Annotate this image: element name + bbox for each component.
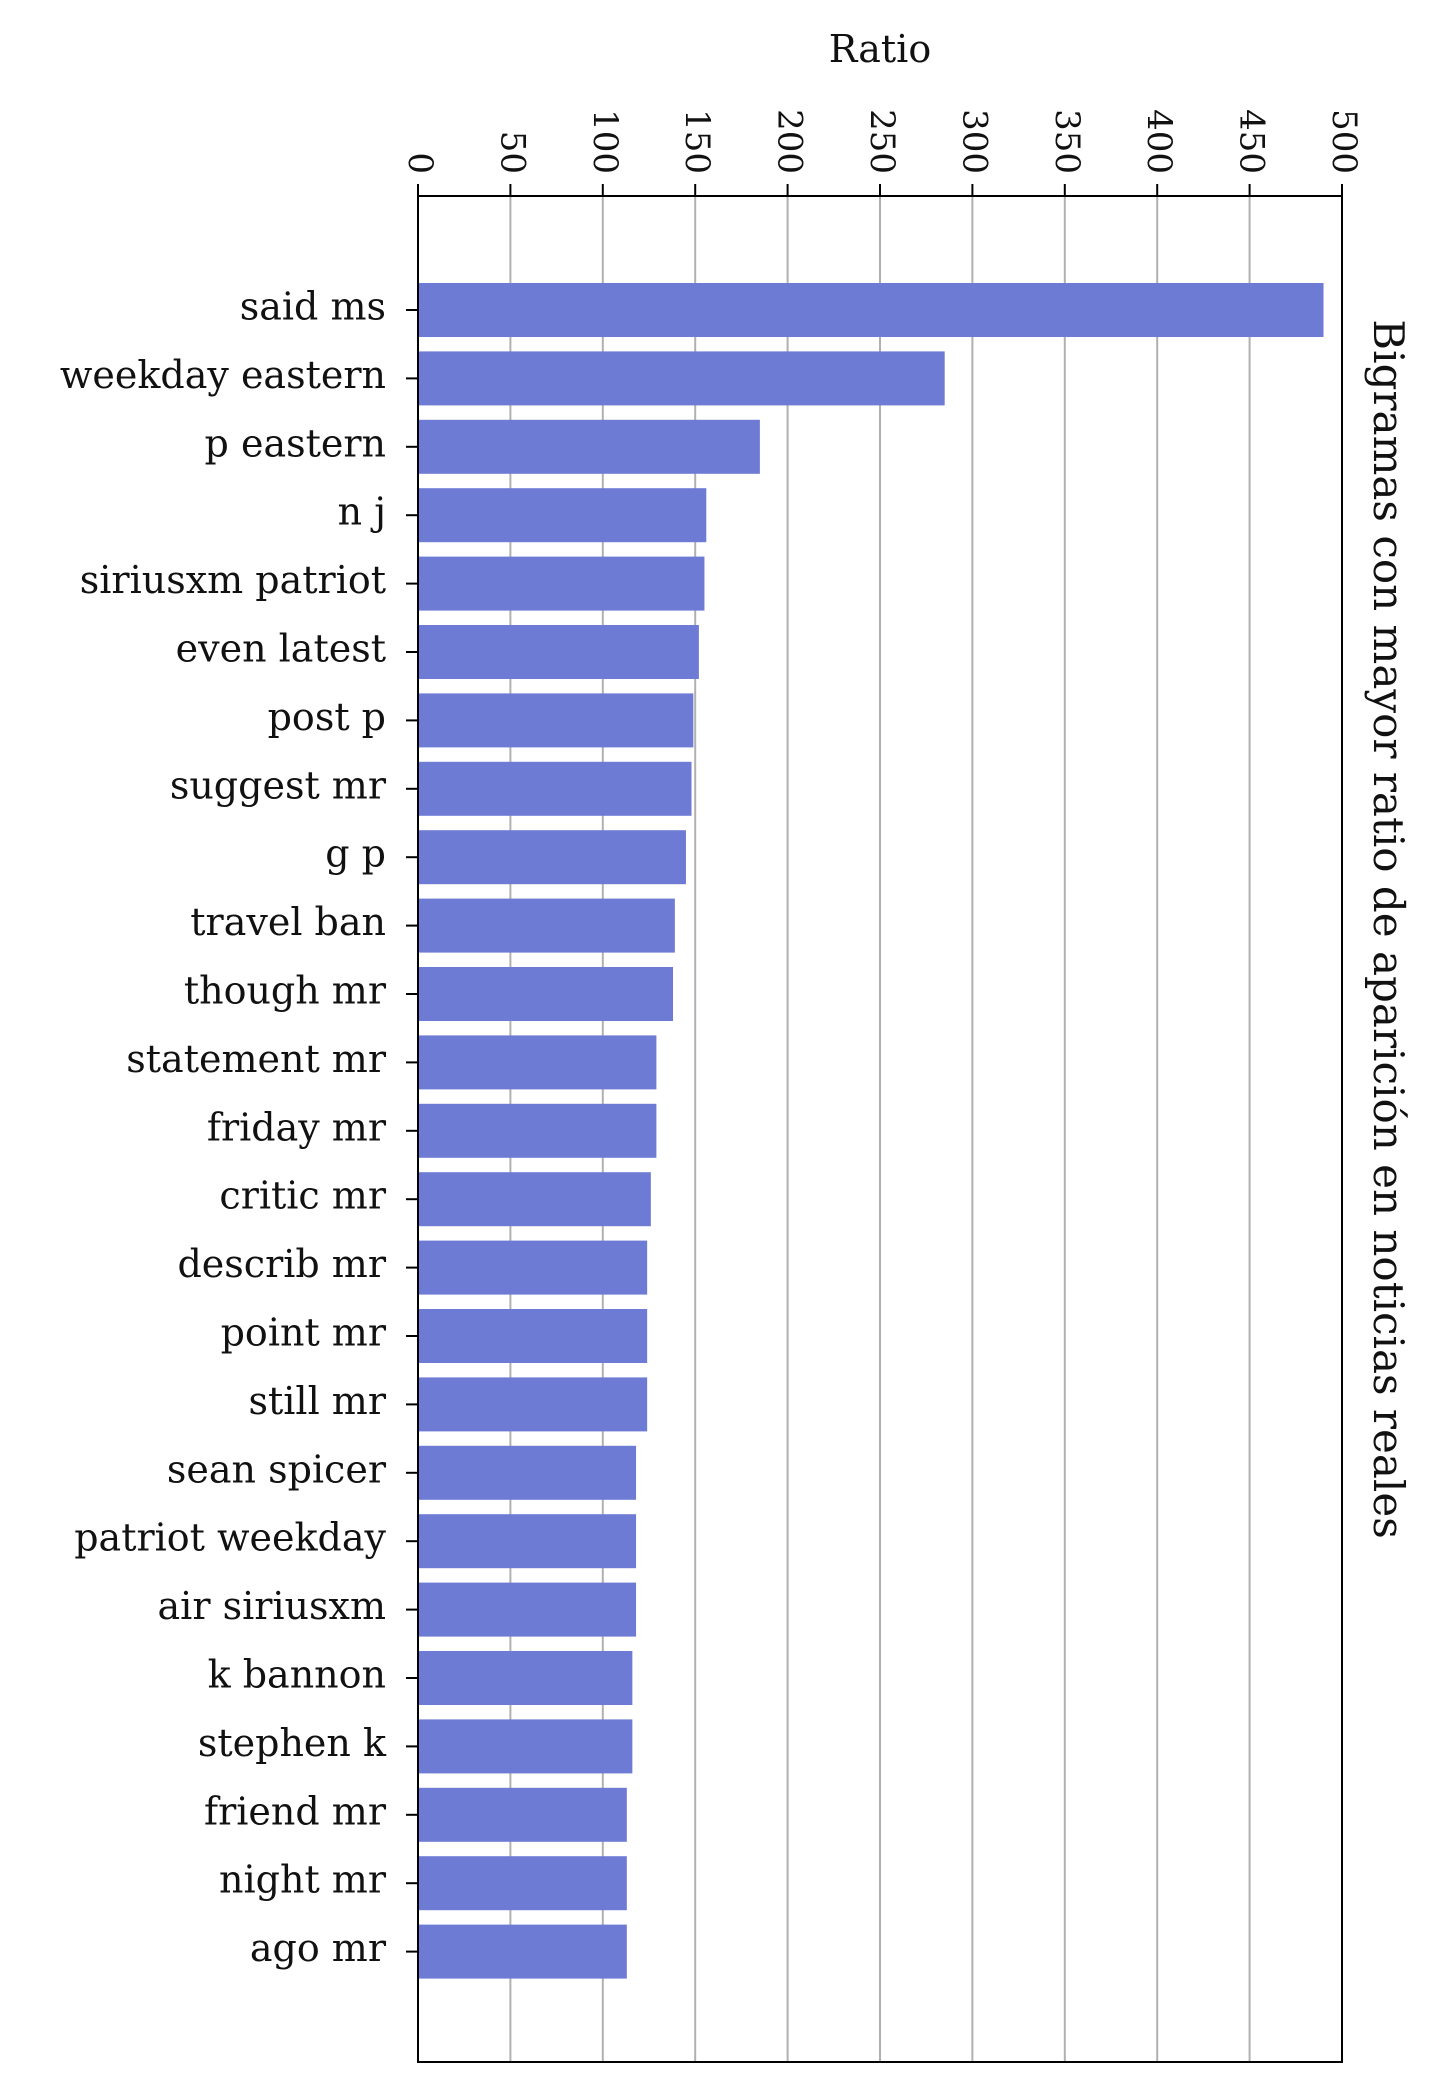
bar bbox=[418, 693, 694, 748]
y-tick-label: statement mr bbox=[126, 1037, 387, 1081]
x-tick-label: 150 bbox=[677, 109, 717, 174]
y-tick-label: patriot weekday bbox=[74, 1516, 386, 1560]
x-tick-label: 450 bbox=[1232, 109, 1272, 174]
bar bbox=[418, 1035, 657, 1090]
y-tick-label: describ mr bbox=[177, 1242, 386, 1286]
bar bbox=[418, 351, 945, 406]
bar bbox=[418, 830, 686, 885]
x-tick-label: 50 bbox=[492, 131, 532, 174]
y-tick-label: said ms bbox=[240, 285, 386, 329]
x-axis-label: Ratio bbox=[829, 27, 931, 71]
x-tick-label: 200 bbox=[770, 109, 810, 174]
bar bbox=[418, 1856, 627, 1911]
bar bbox=[418, 1103, 657, 1158]
y-tick-label: friday mr bbox=[207, 1105, 387, 1149]
bar bbox=[418, 1719, 633, 1774]
bar bbox=[418, 1240, 648, 1295]
x-tick-label: 300 bbox=[954, 109, 994, 174]
y-tick-label: siriusxm patriot bbox=[80, 558, 386, 602]
bar bbox=[418, 1924, 627, 1979]
x-tick-label: 350 bbox=[1047, 109, 1087, 174]
y-tick-label: night mr bbox=[219, 1858, 387, 1902]
y-tick-label: travel ban bbox=[190, 900, 386, 944]
bar bbox=[418, 1172, 651, 1227]
bar bbox=[418, 419, 760, 474]
chart-title: Bigramas con mayor ratio de aparición en… bbox=[1364, 319, 1413, 1538]
bar bbox=[418, 761, 692, 816]
y-tick-label: g p bbox=[325, 832, 386, 876]
bar bbox=[418, 1651, 633, 1705]
y-tick-label: sean spicer bbox=[167, 1447, 387, 1491]
x-tick-label: 400 bbox=[1139, 109, 1179, 174]
y-tick-label: weekday eastern bbox=[60, 353, 386, 397]
x-tick-label: 500 bbox=[1324, 109, 1364, 174]
y-tick-label: p eastern bbox=[205, 421, 386, 465]
bar bbox=[418, 625, 699, 679]
bar bbox=[418, 488, 707, 543]
y-tick-label: still mr bbox=[248, 1379, 386, 1423]
tick-layer: 0 50 100 150 200 250 300 350 400 450 500 said ms wee… bbox=[60, 109, 1364, 1970]
y-tick-label: though mr bbox=[184, 969, 387, 1013]
y-tick-label: point mr bbox=[221, 1311, 387, 1355]
bar bbox=[418, 283, 1324, 337]
y-tick-label: suggest mr bbox=[170, 763, 387, 807]
y-tick-label: k bannon bbox=[208, 1653, 386, 1697]
x-tick-label: 250 bbox=[862, 109, 902, 174]
bar bbox=[418, 1514, 637, 1569]
y-tick-label: friend mr bbox=[204, 1789, 387, 1833]
bar bbox=[418, 1582, 637, 1637]
bar-layer bbox=[418, 283, 1324, 1979]
bar bbox=[418, 1445, 637, 1500]
bar bbox=[418, 967, 674, 1021]
y-tick-label: air siriusxm bbox=[158, 1584, 386, 1628]
bar bbox=[418, 1309, 648, 1363]
y-tick-label: n j bbox=[338, 490, 386, 534]
x-tick-label: 0 bbox=[400, 152, 440, 174]
y-tick-label: stephen k bbox=[198, 1721, 387, 1765]
y-tick-label: even latest bbox=[176, 627, 386, 671]
bar bbox=[418, 556, 705, 611]
bar bbox=[418, 1377, 648, 1432]
x-tick-label: 100 bbox=[585, 109, 625, 174]
bar bbox=[418, 1787, 627, 1842]
y-tick-label: critic mr bbox=[219, 1174, 386, 1218]
y-tick-label: ago mr bbox=[250, 1926, 387, 1970]
bar bbox=[418, 898, 675, 953]
y-tick-label: post p bbox=[268, 695, 386, 739]
